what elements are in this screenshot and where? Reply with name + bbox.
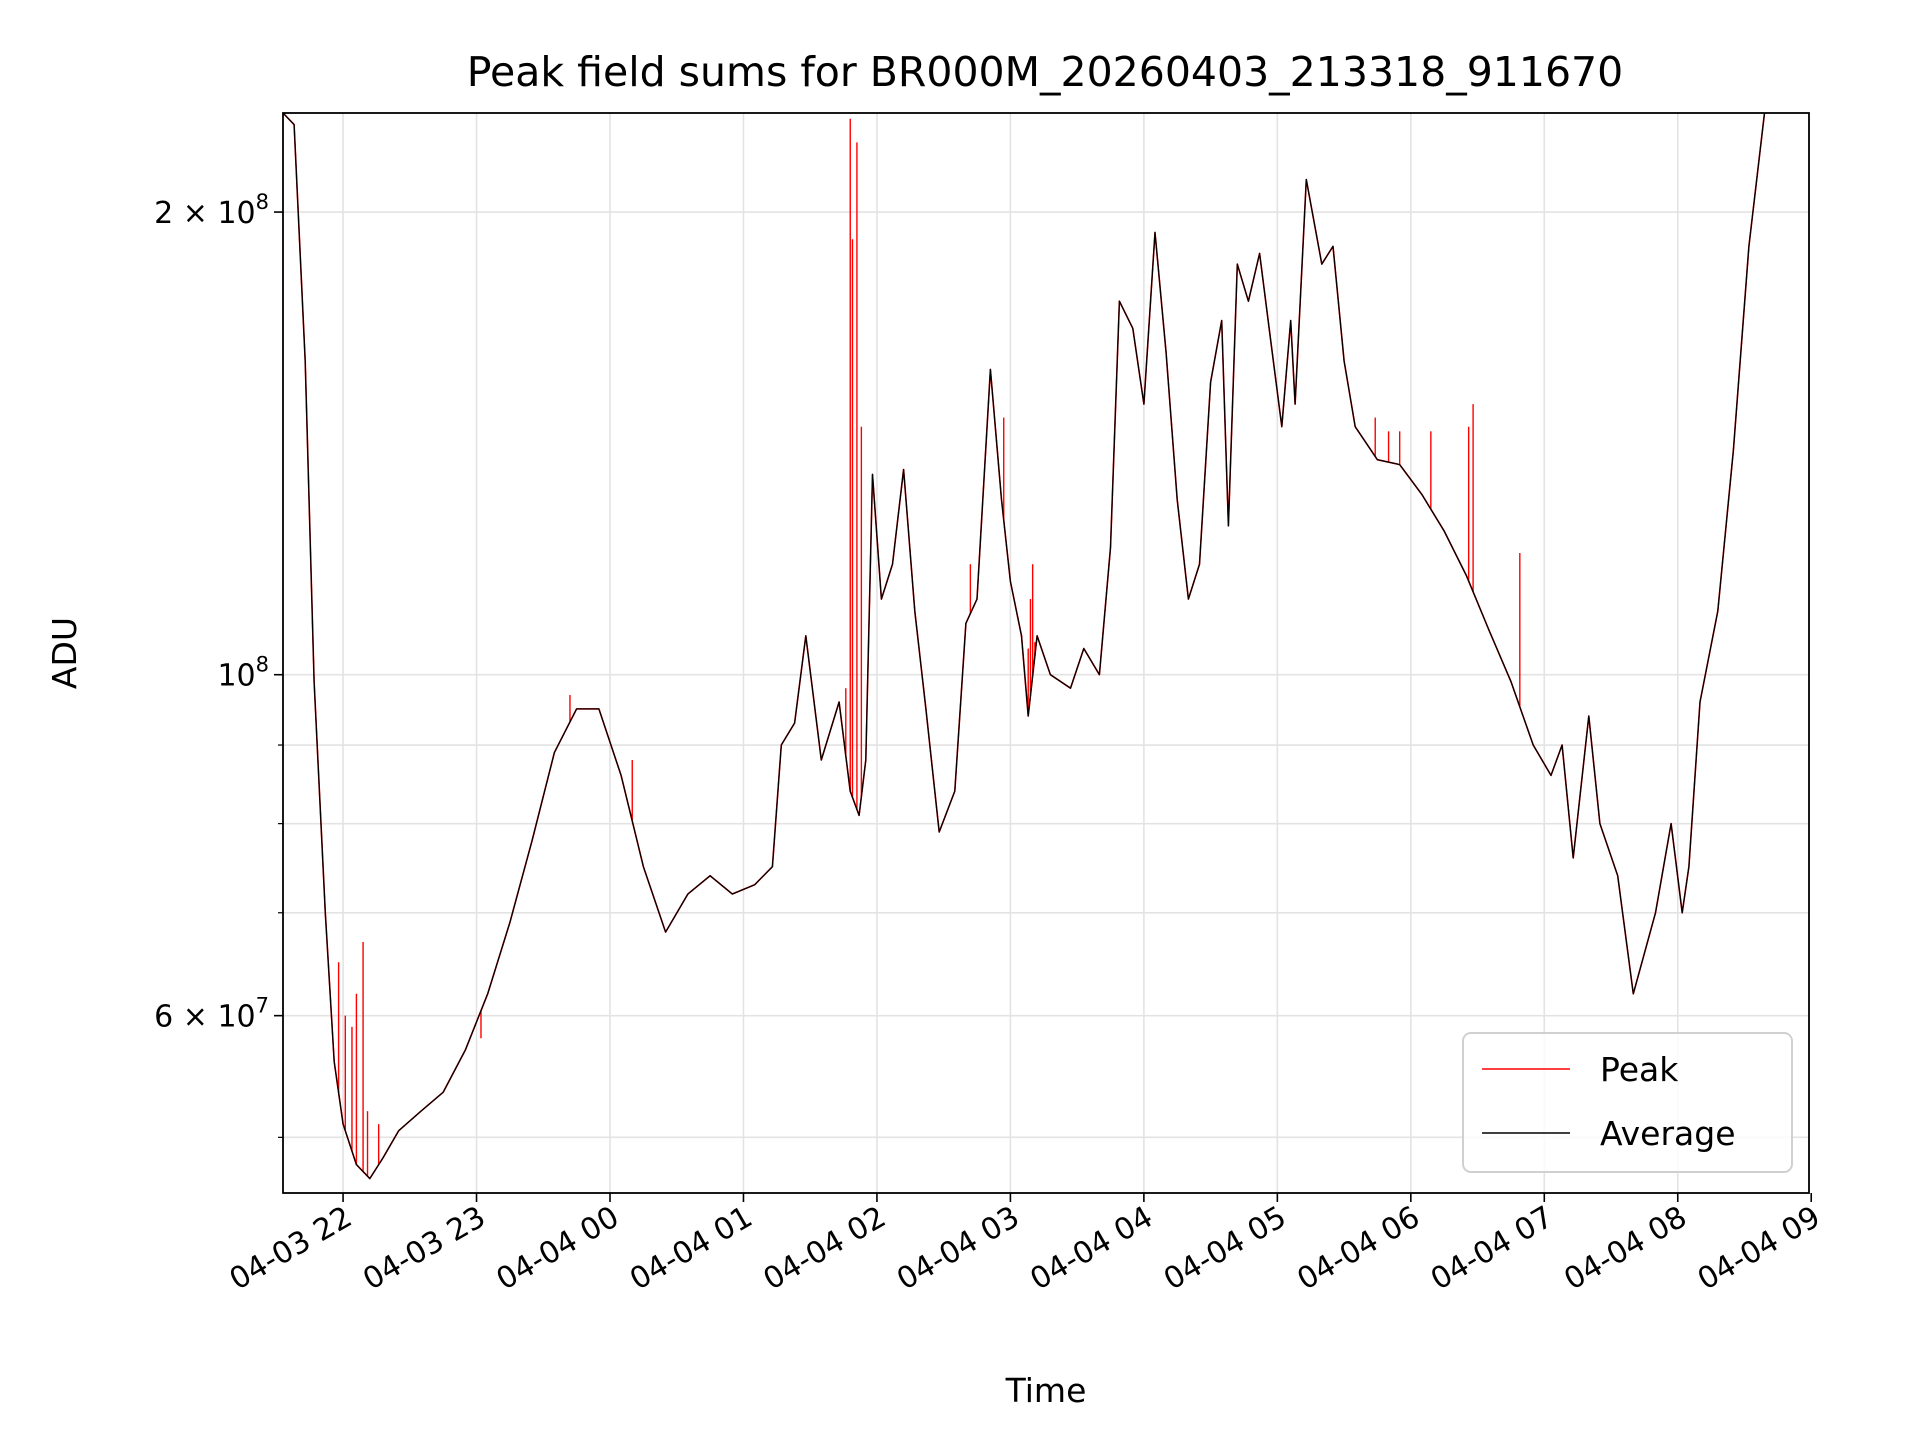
x-axis-label: Time <box>1005 1371 1087 1410</box>
y-tick-label: 2 × 108 <box>154 190 269 231</box>
legend-label-peak: Peak <box>1600 1050 1679 1089</box>
series-line-peak <box>283 113 1766 1180</box>
plot-frame <box>282 112 1810 1194</box>
x-tick-label-04-03-23: 04-03 23 <box>357 1200 491 1298</box>
gridlines <box>283 113 1809 1193</box>
x-tick-label-04-04-08: 04-04 08 <box>1558 1200 1692 1298</box>
x-tick-label-04-04-04: 04-04 04 <box>1025 1200 1159 1298</box>
x-tick-label-04-04-00: 04-04 00 <box>491 1200 625 1298</box>
legend-label-average: Average <box>1600 1114 1736 1153</box>
x-tick-label-04-04-05: 04-04 05 <box>1158 1200 1292 1298</box>
x-tick-label-04-04-01: 04-04 01 <box>624 1200 758 1298</box>
y-tick-label: 108 <box>217 653 269 694</box>
x-tick-label-04-04-02: 04-04 02 <box>758 1200 892 1298</box>
x-tick-label-04-04-03: 04-04 03 <box>891 1200 1025 1298</box>
x-tick-label-04-04-06: 04-04 06 <box>1291 1200 1425 1298</box>
x-tick-label-04-03-22: 04-03 22 <box>224 1200 358 1298</box>
x-tick-label-04-04-07: 04-04 07 <box>1425 1200 1559 1298</box>
x-tick-label-04-04-09: 04-04 09 <box>1692 1200 1826 1298</box>
x-axis-ticks: 04-03 22 04-03 23 04-04 00 04-04 01 04-04 02… <box>224 1193 1826 1297</box>
y-axis-label: ADU <box>45 617 84 689</box>
chart-title: Peak field sums for BR000M_20260403_2133… <box>467 48 1623 96</box>
plot-area <box>283 113 1766 1180</box>
series-line-average <box>283 113 1766 1180</box>
y-axis-ticks: 2 × 108 108 6 × 107 <box>154 190 283 1138</box>
legend: Peak Average <box>1462 1032 1793 1173</box>
y-tick-label: 6 × 107 <box>154 994 269 1035</box>
legend-box <box>1462 1032 1793 1173</box>
